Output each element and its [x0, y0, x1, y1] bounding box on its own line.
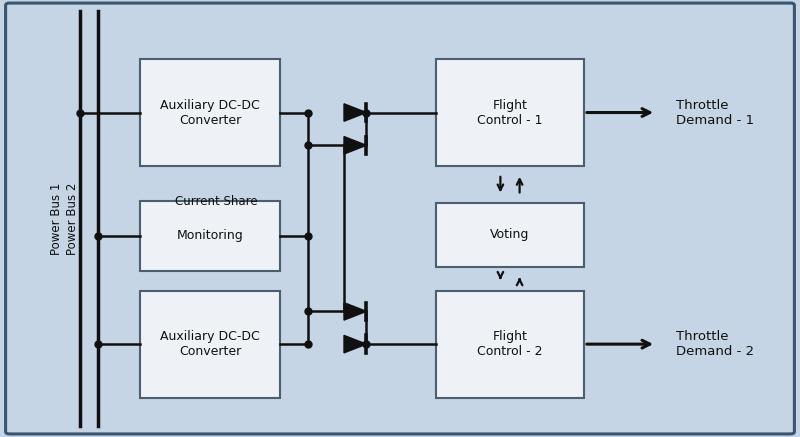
Bar	[140, 201, 280, 271]
Text: Power Bus 2: Power Bus 2	[66, 182, 78, 255]
Text: Auxiliary DC-DC
Converter: Auxiliary DC-DC Converter	[160, 98, 260, 127]
Bar	[436, 203, 584, 267]
Polygon shape	[344, 336, 366, 353]
Text: Current Share: Current Share	[174, 194, 258, 208]
Text: Power Bus 1: Power Bus 1	[50, 182, 62, 255]
Text: Throttle
Demand - 2: Throttle Demand - 2	[676, 330, 754, 358]
Bar	[436, 291, 584, 398]
Polygon shape	[344, 104, 366, 121]
Polygon shape	[344, 302, 366, 320]
Text: Voting: Voting	[490, 229, 530, 241]
Text: Throttle
Demand - 1: Throttle Demand - 1	[676, 99, 754, 127]
Text: Auxiliary DC-DC
Converter: Auxiliary DC-DC Converter	[160, 330, 260, 358]
Text: Flight
Control - 1: Flight Control - 1	[478, 98, 542, 127]
Bar	[140, 59, 280, 166]
Text: Flight
Control - 2: Flight Control - 2	[478, 330, 542, 358]
Polygon shape	[344, 136, 366, 154]
Bar	[436, 59, 584, 166]
FancyBboxPatch shape	[6, 3, 794, 434]
Bar	[140, 291, 280, 398]
Text: Monitoring: Monitoring	[177, 229, 243, 243]
